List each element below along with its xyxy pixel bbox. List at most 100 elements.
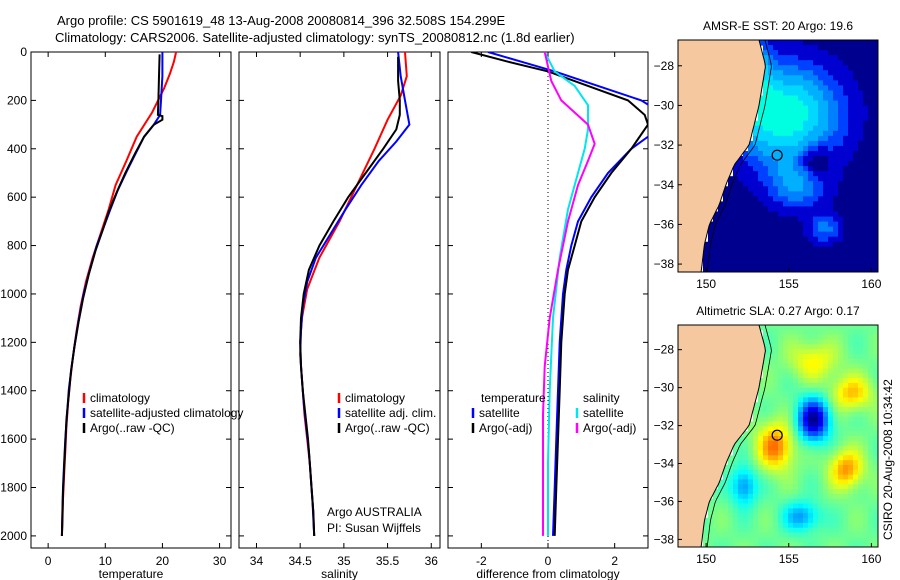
sst_map-cell [803,236,809,243]
sla_map-cell [768,508,774,514]
sla_map-cell [708,527,714,534]
sst_map-cell [873,95,878,102]
sla_map-cell [833,440,839,447]
sst_map-cell [843,135,849,142]
sla_map-cell [823,440,829,447]
sla_map-cell [833,503,839,509]
sla_map-cell [728,532,734,538]
sla_map-cell [768,426,774,432]
sst_map-cell [798,85,804,92]
sst_map-cell [768,266,774,272]
sst_map-cell [858,176,864,182]
sla_map-cell [748,518,754,524]
sla_map-cell [833,421,839,427]
sla_map-cell [863,339,869,345]
temperature-xtick-label: 0 [45,554,52,568]
sla_map-cell [768,387,774,394]
sst_map-cell [863,216,869,223]
sla_map-cell [768,329,774,336]
sst_map-cell [838,191,844,197]
temperature-ytick-label: 1400 [0,384,27,398]
sst_map-cell [768,261,774,268]
sst_map-cell [758,241,764,248]
sla_map-cell [758,382,764,389]
sla_map-cell [778,450,784,456]
sst_map-cell [813,256,819,263]
sst_map-cell [788,256,794,263]
sla_map-cell [768,378,774,384]
sla_map-cell [823,484,829,490]
sst_map-cell [813,145,819,152]
sst_map-cell [858,70,864,76]
sst_map-cell [758,140,764,147]
sst_map-cell [803,85,809,92]
sst_map-cell [798,211,804,218]
sla_map-cell [873,484,878,490]
sst_map-cell [843,65,849,71]
sst_map-cell [748,226,754,233]
sst_map-cell [778,191,784,197]
sla_map-cell [803,368,809,374]
sst_map-cell [728,236,734,243]
salinity-annotation-line2: PI: Susan Wijffels [327,521,421,535]
sst_map-cell [783,161,789,167]
sla_map-cell [798,349,804,355]
sst_map-cell [808,201,814,208]
sst_map-cell [783,211,789,218]
sla_map-cell [803,329,809,336]
sla_map-cell [763,373,769,379]
sst_map-cell [853,105,859,112]
sst_map-cell [793,201,799,208]
sla_map-cell [833,334,839,341]
sla_map-cell [873,378,878,384]
sst_map-cell [753,246,759,253]
sla_map-cell [813,445,819,452]
sst_map-cell [848,85,854,92]
sst_map-cell [813,120,819,127]
sst_map-cell [868,236,874,243]
sst_map-cell [798,156,804,162]
sst_map-cell [808,80,814,86]
sla_map-cell [793,421,799,427]
sst_map-cell [788,90,794,97]
sla_map-cell [863,397,869,403]
sst_map-cell [763,236,769,243]
sla_map-cell [838,537,844,543]
sst_map-cell [828,70,834,76]
sst_map-cell [838,246,844,253]
sst_map-cell [848,181,854,187]
sst_map-cell [743,211,749,218]
sla_map-cell [773,373,779,379]
sla_map-cell [833,450,839,456]
sla_map-cell [758,450,764,456]
sst_map-cell [873,120,878,127]
sst_map-cell [773,176,779,182]
sla_map-cell [853,402,859,408]
sst_map-cell [783,150,789,157]
sst_map-cell [778,176,784,182]
sst_map-cell [798,216,804,223]
sst_map-ytick-label: −38 [654,257,675,271]
sst_map-cell [873,241,878,248]
sst_map-cell [863,256,869,263]
sst_map-cell [838,266,844,272]
sla_map-cell [778,518,784,524]
sla_map-cell [763,363,769,370]
sst_map-cell [858,60,864,66]
sla_map-cell [778,344,784,350]
sst_map-cell [768,70,774,76]
sla_map-cell [818,426,824,432]
sla_map-cell [873,416,878,423]
sst_map-cell [823,50,829,56]
sla_map-cell [788,368,794,374]
sst_map-cell [803,120,809,127]
sst_map-cell [823,166,829,172]
sla_map-cell [708,513,714,519]
sst_map-cell [853,80,859,86]
sst_map-cell [843,100,849,107]
sla_map-cell [753,455,759,461]
sst_map-cell [858,50,864,56]
sst_map-cell [743,150,749,157]
sla_map-cell [813,411,819,418]
sla_map-cell [838,464,844,471]
